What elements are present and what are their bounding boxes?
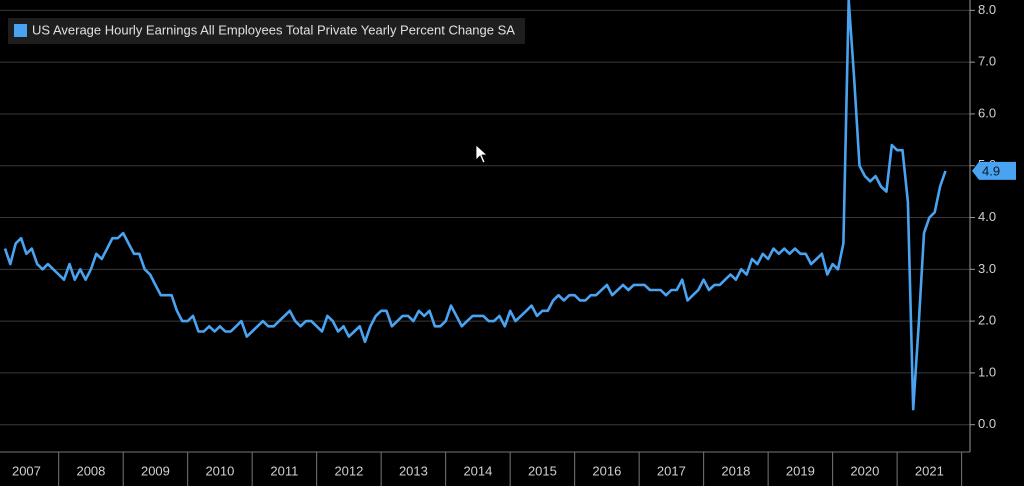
x-tick-label: 2013 bbox=[399, 463, 428, 478]
legend-box bbox=[8, 18, 525, 44]
y-tick-label: 7.0 bbox=[978, 54, 996, 69]
y-tick-label: 4.0 bbox=[978, 209, 996, 224]
x-tick-label: 2012 bbox=[334, 463, 363, 478]
x-tick-label: 2015 bbox=[528, 463, 557, 478]
y-tick-label: 0.0 bbox=[978, 416, 996, 431]
x-tick-label: 2018 bbox=[721, 463, 750, 478]
y-tick-label: 6.0 bbox=[978, 105, 996, 120]
last-value-tag: 4.9 bbox=[972, 161, 1016, 180]
x-tick-label: 2016 bbox=[592, 463, 621, 478]
mouse-cursor bbox=[475, 144, 489, 164]
last-value-box bbox=[972, 161, 1016, 180]
x-tick-label: 2009 bbox=[141, 463, 170, 478]
legend: US Average Hourly Earnings All Employees… bbox=[8, 18, 525, 44]
x-tick-label: 2014 bbox=[463, 463, 492, 478]
series-line bbox=[3, 0, 947, 411]
y-tick-label: 8.0 bbox=[978, 2, 996, 17]
x-tick-label: 2010 bbox=[205, 463, 234, 478]
y-tick-label: 3.0 bbox=[978, 261, 996, 276]
x-tick-label: 2008 bbox=[76, 463, 105, 478]
legend-label: US Average Hourly Earnings All Employees… bbox=[32, 22, 515, 37]
y-tick-label: 2.0 bbox=[978, 313, 996, 328]
last-value-label: 4.9 bbox=[982, 163, 1000, 178]
x-tick-label: 2007 bbox=[12, 463, 41, 478]
x-tick-label: 2017 bbox=[657, 463, 686, 478]
x-tick-label: 2020 bbox=[850, 463, 879, 478]
x-tick-label: 2021 bbox=[915, 463, 944, 478]
x-tick-label: 2011 bbox=[270, 463, 298, 478]
x-tick-label: 2019 bbox=[786, 463, 815, 478]
legend-swatch bbox=[14, 24, 27, 37]
y-tick-label: 1.0 bbox=[978, 364, 996, 379]
